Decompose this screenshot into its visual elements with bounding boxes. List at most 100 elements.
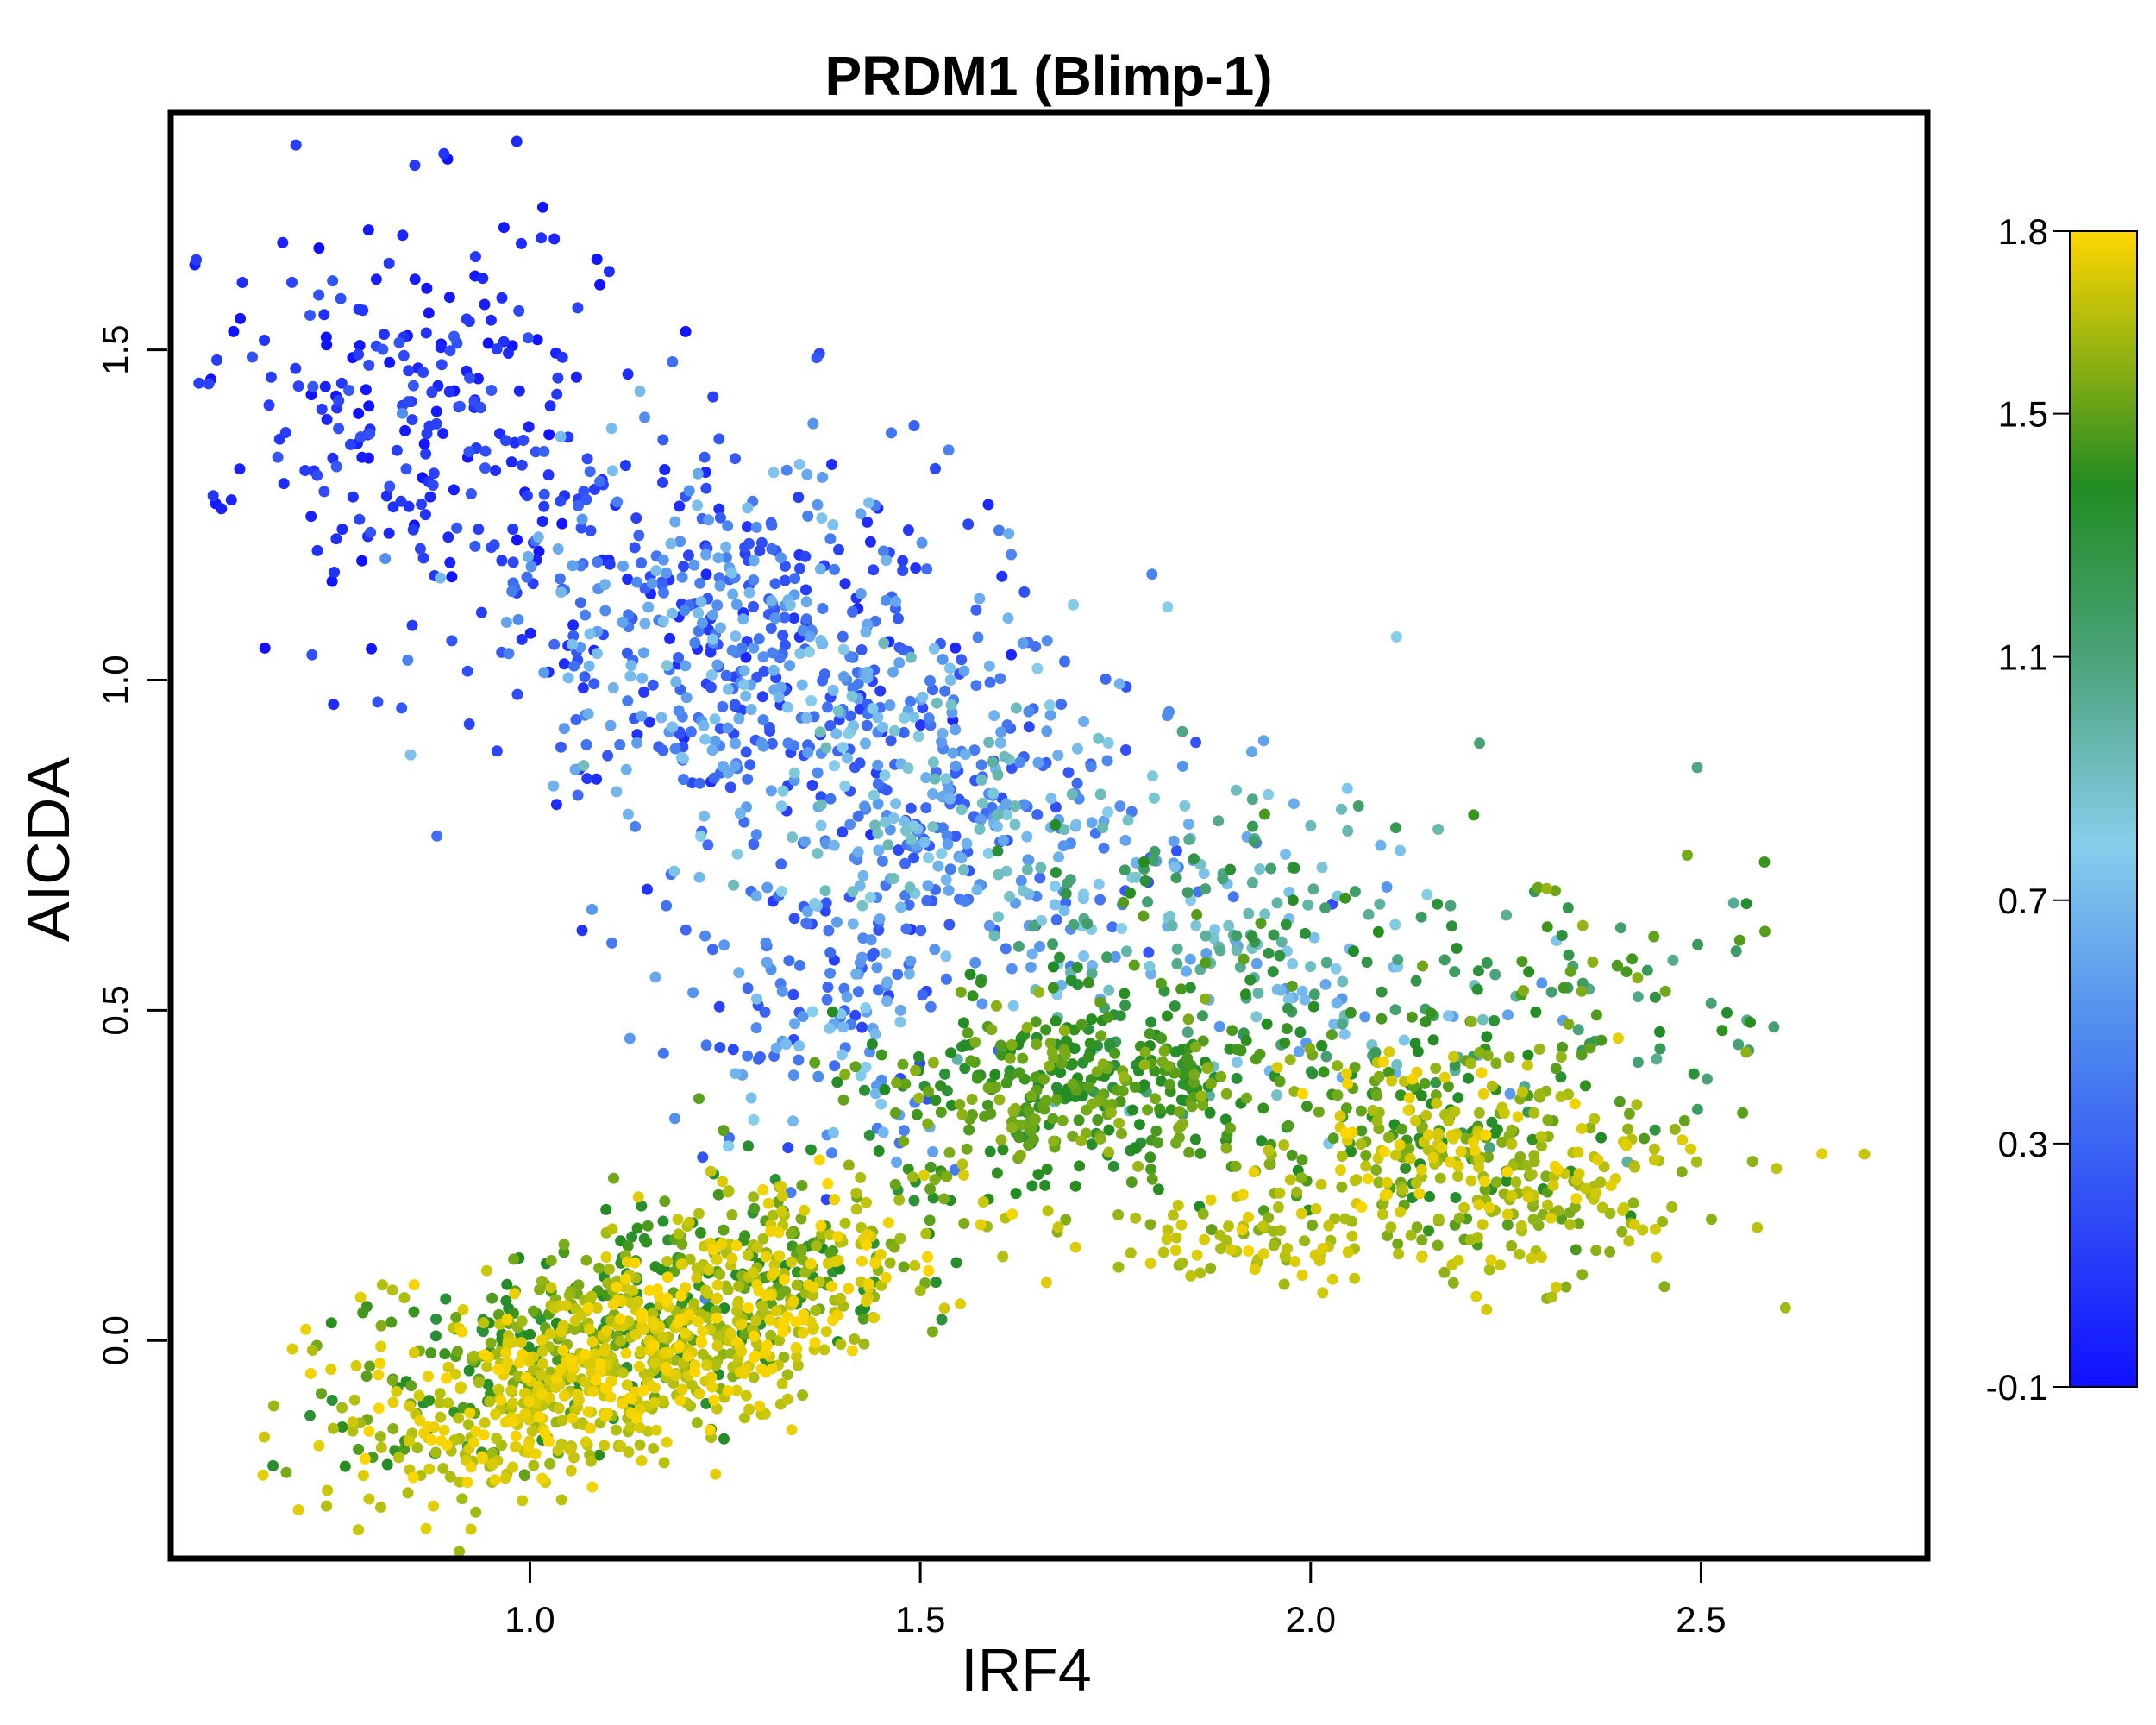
data-point xyxy=(966,1094,978,1105)
data-point xyxy=(1721,1007,1733,1019)
data-point xyxy=(414,1414,426,1427)
data-point xyxy=(1279,1037,1291,1049)
data-point xyxy=(993,1094,1006,1106)
data-point xyxy=(1175,1094,1188,1106)
data-point xyxy=(1528,1107,1540,1119)
data-point xyxy=(1410,1176,1422,1189)
data-point xyxy=(693,1388,705,1400)
data-point xyxy=(1521,1059,1533,1071)
data-point xyxy=(267,1459,279,1471)
data-point xyxy=(582,1406,594,1418)
colorbar-tick-label: 0.3 xyxy=(1998,1124,2048,1164)
data-point xyxy=(620,763,632,775)
data-point xyxy=(574,597,586,609)
data-point xyxy=(968,744,981,756)
data-point xyxy=(330,533,342,545)
data-point xyxy=(354,1291,367,1303)
data-point xyxy=(1737,1107,1749,1119)
data-point xyxy=(1299,927,1311,939)
data-point xyxy=(427,480,439,491)
data-point xyxy=(929,944,941,956)
data-point xyxy=(761,881,774,894)
data-point xyxy=(750,829,762,841)
data-point xyxy=(1315,1178,1327,1190)
data-point xyxy=(695,831,707,842)
data-point xyxy=(441,1372,453,1384)
data-point xyxy=(1342,825,1354,837)
data-point xyxy=(738,816,750,828)
data-point xyxy=(533,545,545,557)
data-point xyxy=(1471,983,1483,995)
data-point xyxy=(448,330,460,342)
data-point xyxy=(888,1241,900,1253)
data-point xyxy=(940,874,952,886)
data-point xyxy=(536,1346,548,1358)
data-point xyxy=(775,858,787,870)
data-point xyxy=(1406,1011,1418,1023)
data-point xyxy=(905,695,917,707)
data-point xyxy=(556,518,568,530)
data-point xyxy=(1390,822,1401,834)
data-point xyxy=(1452,1254,1464,1266)
data-point xyxy=(1278,1278,1290,1290)
data-point xyxy=(822,982,834,993)
data-point xyxy=(511,135,523,147)
data-point xyxy=(693,777,705,789)
data-point xyxy=(743,1302,755,1314)
data-point xyxy=(837,643,849,656)
data-point xyxy=(584,1323,595,1335)
data-point xyxy=(1416,1234,1428,1246)
data-point xyxy=(1383,1046,1395,1058)
data-point xyxy=(1271,1062,1283,1074)
data-point xyxy=(1563,949,1575,961)
data-point xyxy=(923,852,935,864)
data-point xyxy=(562,672,574,684)
data-point xyxy=(1442,1081,1454,1093)
data-point xyxy=(829,760,840,772)
data-point xyxy=(699,733,711,745)
data-point xyxy=(675,751,687,763)
data-point xyxy=(370,273,382,285)
data-point xyxy=(889,1178,901,1190)
data-point xyxy=(852,810,864,822)
data-point xyxy=(407,524,419,536)
data-point xyxy=(814,563,826,575)
data-point xyxy=(1183,1146,1195,1158)
data-point xyxy=(841,991,853,1003)
data-point xyxy=(513,385,525,397)
data-point xyxy=(1214,944,1226,957)
data-point xyxy=(1432,898,1444,910)
data-point xyxy=(1682,850,1693,861)
data-point xyxy=(449,1368,461,1380)
data-point xyxy=(943,444,955,456)
data-point xyxy=(413,1389,425,1402)
data-point xyxy=(800,584,812,596)
data-point xyxy=(1389,919,1401,931)
data-point xyxy=(599,579,611,591)
data-point xyxy=(860,626,872,638)
data-point xyxy=(1103,1038,1115,1050)
data-point xyxy=(1162,1010,1173,1022)
data-point xyxy=(760,1366,772,1378)
data-point xyxy=(1006,1038,1018,1051)
data-point xyxy=(1170,872,1182,884)
data-point xyxy=(657,744,669,756)
data-point xyxy=(1637,1224,1649,1236)
data-point xyxy=(700,549,712,561)
data-point xyxy=(507,1461,518,1473)
data-point xyxy=(1449,1106,1461,1118)
data-point xyxy=(489,1474,501,1486)
data-point xyxy=(1605,1180,1617,1192)
data-point xyxy=(1006,1122,1018,1134)
data-point xyxy=(1438,1071,1451,1083)
data-point xyxy=(602,750,614,762)
data-point xyxy=(1305,961,1317,973)
data-point xyxy=(700,1039,712,1051)
data-point xyxy=(593,1262,605,1274)
data-point xyxy=(796,1180,808,1191)
data-point xyxy=(748,555,760,567)
data-point xyxy=(864,891,876,903)
data-point xyxy=(1506,1189,1518,1201)
data-point xyxy=(714,580,726,592)
data-point xyxy=(625,660,637,671)
